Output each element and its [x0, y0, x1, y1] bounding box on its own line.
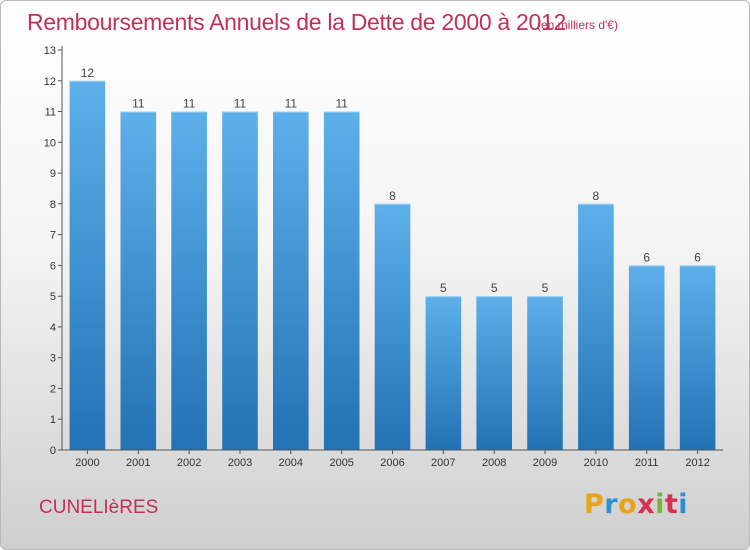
y-tick-label: 2 — [50, 384, 56, 396]
x-tick-label: 2006 — [380, 457, 404, 469]
data-label: 5 — [542, 281, 549, 295]
x-tick-label: 2003 — [228, 457, 252, 469]
x-tick-label: 2010 — [584, 457, 608, 469]
data-label: 11 — [285, 97, 298, 111]
bar-2012 — [679, 265, 716, 450]
y-tick-label: 9 — [50, 168, 56, 180]
bar-2001 — [120, 111, 157, 450]
x-tick-label: 2000 — [75, 457, 99, 469]
y-tick-label: 12 — [44, 76, 56, 88]
data-label: 8 — [389, 189, 396, 203]
x-tick-label: 2001 — [126, 457, 150, 469]
y-tick-label: 4 — [50, 322, 56, 334]
data-label: 11 — [234, 97, 247, 111]
bar-2011 — [628, 265, 665, 450]
logo-letter: r — [604, 489, 619, 520]
x-tick-label: 2005 — [329, 457, 353, 469]
bar-2002 — [171, 111, 207, 450]
x-tick-label: 2004 — [279, 457, 303, 469]
data-label: 8 — [593, 189, 600, 203]
bars: 12 11 11 11 11 11 8 5 5 5 8 6 6 — [69, 66, 716, 451]
y-tick-label: 3 — [50, 353, 56, 365]
x-tick-label: 2012 — [685, 457, 709, 469]
data-label: 11 — [183, 97, 196, 111]
bar-2008 — [476, 296, 512, 450]
logo-letter: o — [618, 489, 638, 520]
data-label: 11 — [132, 97, 145, 111]
bar-2005 — [323, 111, 360, 450]
bar-2010 — [578, 203, 614, 450]
bar-2006 — [374, 203, 411, 450]
data-label: 5 — [491, 281, 498, 295]
y-tick-label: 5 — [50, 291, 56, 303]
y-tick-label: 11 — [45, 107, 56, 119]
data-label: 11 — [335, 97, 348, 111]
commune-name: CUNELIèRES — [39, 497, 159, 518]
logo-letter: i — [655, 489, 665, 520]
x-tick-label: 2002 — [177, 457, 201, 469]
bar-2003 — [222, 111, 258, 450]
data-label: 12 — [81, 66, 95, 80]
bar-2007 — [425, 296, 462, 450]
x-tick-label: 2009 — [533, 457, 557, 469]
y-tick-label: 1 — [50, 414, 56, 426]
data-label: 6 — [694, 250, 701, 264]
data-label: 5 — [440, 281, 447, 295]
logo-letter: i — [678, 489, 689, 520]
data-label: 6 — [643, 250, 650, 264]
y-tick-label: 7 — [50, 230, 56, 242]
y-tick-label: 0 — [50, 445, 56, 457]
y-tick-label: 8 — [50, 199, 56, 211]
logo-letter: P — [584, 489, 605, 520]
axes: 2000 2001 2002 2003 2004 2005 2006 2007 2008 2009… — [44, 45, 723, 469]
bar-2009 — [527, 296, 563, 450]
y-tick-label: 10 — [44, 137, 56, 149]
bar-2004 — [273, 111, 309, 450]
x-tick-label: 2007 — [431, 457, 455, 469]
chart-title: Remboursements Annuels de la Dette de 20… — [27, 9, 566, 35]
chart-subtitle: (en milliers d'€) — [537, 18, 618, 32]
logo-letter: x — [637, 489, 656, 520]
x-tick-label: 2008 — [482, 457, 506, 469]
bar-2000 — [69, 80, 106, 451]
x-tick-label: 2011 — [635, 457, 659, 469]
logo-letter: t — [664, 489, 679, 520]
y-tick-label: 13 — [44, 45, 56, 57]
proxiti-logo[interactable]: Proxiti — [584, 489, 688, 520]
y-tick-label: 6 — [50, 260, 56, 272]
